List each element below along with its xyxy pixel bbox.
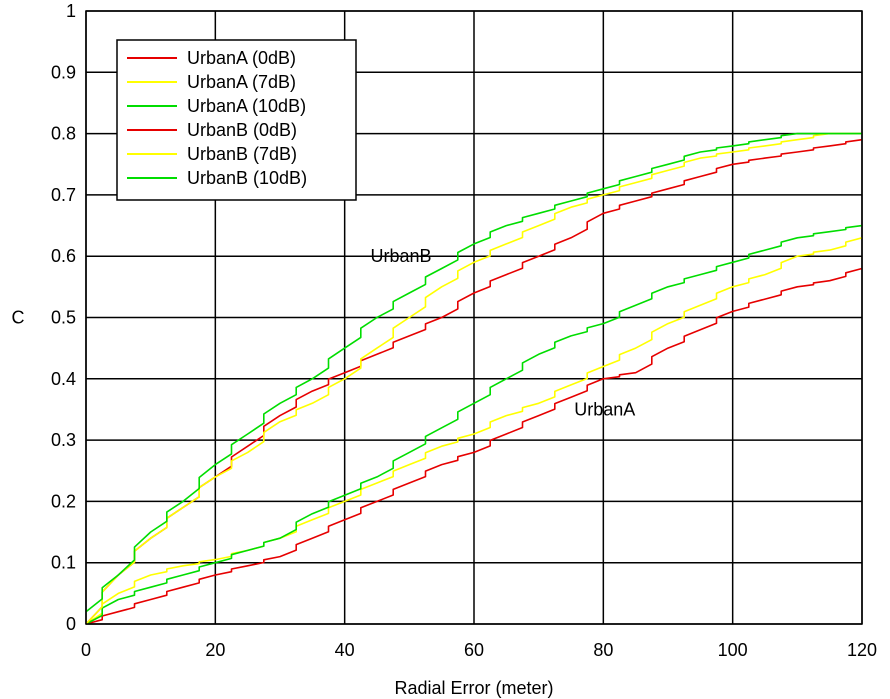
y-tick-label: 0.9 bbox=[51, 62, 76, 82]
series-line-1 bbox=[85, 237, 863, 625]
legend-label: UrbanB (10dB) bbox=[187, 168, 307, 188]
y-tick-label: 0.7 bbox=[51, 185, 76, 205]
y-tick-label: 0.5 bbox=[51, 308, 76, 328]
x-tick-label: 120 bbox=[847, 640, 877, 660]
legend: UrbanA (0dB) UrbanA (7dB) UrbanA (10dB) Urb… bbox=[116, 39, 357, 201]
legend-label: UrbanB (7dB) bbox=[187, 144, 297, 164]
annotations: UrbanB UrbanA bbox=[371, 246, 636, 419]
axis-ticks: 0 20 40 60 80 100 120 0 0.1 0.2 0.3 0.4 0.5 0.6 0.7 0.8… bbox=[51, 1, 877, 660]
legend-label: UrbanA (7dB) bbox=[187, 72, 296, 92]
legend-label: UrbanA (10dB) bbox=[187, 96, 306, 116]
legend-label: UrbanB (0dB) bbox=[187, 120, 297, 140]
series-line-5 bbox=[85, 132, 862, 613]
y-tick-label: 0.1 bbox=[51, 553, 76, 573]
plot-frame bbox=[85, 10, 863, 625]
x-tick-label: 20 bbox=[205, 640, 225, 660]
x-tick-label: 0 bbox=[81, 640, 91, 660]
y-tick-label: 0.2 bbox=[51, 491, 76, 511]
series-line-2 bbox=[85, 224, 863, 625]
series-line-0 bbox=[85, 267, 863, 625]
x-tick-label: 40 bbox=[335, 640, 355, 660]
curve-annotation: UrbanB bbox=[371, 246, 432, 266]
x-tick-label: 100 bbox=[718, 640, 748, 660]
legend-box bbox=[116, 39, 357, 201]
series-line-4 bbox=[85, 132, 862, 625]
legend-label: UrbanA (0dB) bbox=[187, 48, 296, 68]
x-tick-label: 80 bbox=[593, 640, 613, 660]
y-tick-label: 0 bbox=[66, 614, 76, 634]
curve-annotation: UrbanA bbox=[574, 399, 635, 419]
y-tick-label: 0.8 bbox=[51, 124, 76, 144]
y-tick-label: 0.6 bbox=[51, 246, 76, 266]
data-series bbox=[85, 132, 863, 625]
y-axis-title: C bbox=[12, 308, 25, 328]
x-axis-title: Radial Error (meter) bbox=[394, 678, 553, 698]
y-tick-label: 0.4 bbox=[51, 369, 76, 389]
y-tick-label: 1 bbox=[66, 1, 76, 21]
x-tick-label: 60 bbox=[464, 640, 484, 660]
y-tick-label: 0.3 bbox=[51, 430, 76, 450]
